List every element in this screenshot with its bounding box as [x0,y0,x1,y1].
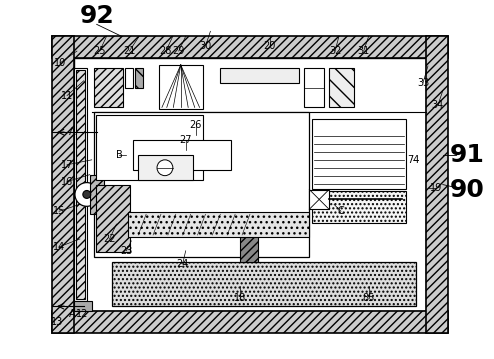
Text: 14: 14 [53,242,65,252]
Bar [312,119,406,188]
Text: 10: 10 [54,58,66,68]
Text: 34: 34 [432,101,444,111]
Text: 18: 18 [234,293,246,303]
Text: 22: 22 [103,234,116,244]
Text: 11: 11 [61,90,73,101]
Bar [52,36,74,333]
Bar [159,65,203,109]
Text: 90: 90 [450,177,485,201]
Text: 26: 26 [189,120,202,130]
Bar [76,70,85,299]
Bar [125,68,133,88]
Text: 92: 92 [80,4,114,28]
Text: C: C [337,206,344,216]
Bar [96,115,204,180]
Text: 17: 17 [61,160,73,170]
Bar [94,112,309,257]
Bar [133,140,231,170]
Text: 32: 32 [329,46,341,56]
Bar [135,68,143,88]
Bar [426,36,448,333]
Bar [74,58,426,311]
Bar [128,212,309,237]
Bar [74,68,87,301]
Circle shape [83,191,91,199]
Text: 24: 24 [176,259,189,269]
Circle shape [157,160,173,176]
Text: 19: 19 [430,182,442,192]
Text: 74: 74 [407,155,419,165]
Bar [138,155,193,180]
Bar [74,301,92,311]
Text: 27: 27 [179,135,192,145]
Bar [240,227,258,262]
Text: 21: 21 [123,46,135,56]
Text: 13: 13 [51,317,63,327]
Text: 30: 30 [200,41,211,51]
Bar [52,311,448,333]
Text: 23: 23 [120,246,132,256]
Text: 85: 85 [363,293,375,303]
Text: 91: 91 [450,143,485,167]
Bar [329,68,354,107]
Text: 28: 28 [160,46,172,56]
Bar [312,191,406,223]
Circle shape [75,183,99,206]
Bar [304,68,324,107]
Text: 33: 33 [417,78,429,88]
Text: 15: 15 [53,206,65,216]
Text: 29: 29 [172,46,185,56]
Text: 31: 31 [358,46,370,56]
Bar [94,68,124,107]
Bar [96,185,130,252]
Text: 20: 20 [264,41,276,51]
Bar [90,175,104,214]
Bar [52,36,448,58]
Text: 16: 16 [61,177,73,187]
Text: 25: 25 [93,46,106,56]
Text: 12: 12 [76,309,88,319]
Text: B: B [116,150,123,160]
Bar [220,68,299,83]
Text: A: A [69,309,75,319]
Bar [309,190,329,209]
Text: A: A [69,127,75,137]
Bar [112,262,416,306]
